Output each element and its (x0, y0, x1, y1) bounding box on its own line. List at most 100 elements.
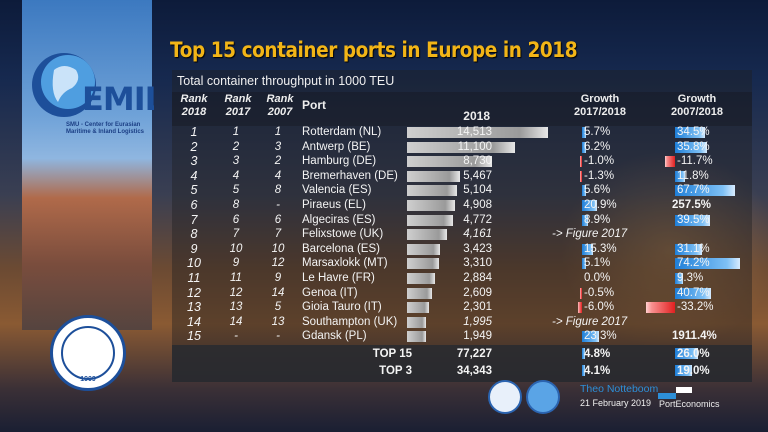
smu-year: 1909 (80, 376, 96, 383)
page-title: Top 15 container ports in Europe in 2018 (170, 38, 578, 62)
throughput-bar (407, 302, 430, 314)
rank-2017: 5 (232, 184, 240, 197)
rank-2017: 7 (232, 228, 240, 241)
throughput-value: 14,513 (456, 126, 492, 138)
cemil-tagline-line2: Maritime & Inland Logistics (66, 129, 145, 135)
rank-2007: - (276, 330, 280, 343)
throughput-value: 5,467 (463, 169, 492, 182)
growth-2017-2018-bar (582, 200, 598, 211)
rank-2007: 12 (271, 257, 285, 270)
table-row: 15 - - Gdansk (PL) 1,949 23.3% 1911.4% (172, 329, 752, 344)
rank-2018: 13 (187, 300, 201, 315)
totals-label: TOP 3 (379, 365, 412, 377)
growth-2017-2018: 20.9% (584, 199, 617, 211)
table-row: 1 1 1 Rotterdam (NL) 14,513 5.7% 34.5% (172, 125, 752, 140)
totals-growth-2007-2018-bar (675, 365, 692, 376)
growth-2007-2018-bar (675, 141, 707, 153)
port-name: Antwerp (BE) (302, 140, 371, 153)
growth-2017-2018-bar (582, 185, 587, 197)
growth-2017-2018: -1.3% (584, 169, 615, 182)
port-name: Marsaxlokk (MT) (302, 257, 388, 270)
totals-value: 77,227 (456, 348, 492, 360)
growth-2007-2018: -11.7% (677, 155, 713, 168)
smu-seal-logo: 1909 (50, 315, 126, 391)
header-growth-2017-2018: Growth 2017/2018 (574, 93, 626, 118)
growth-2007-2018-bar (675, 127, 706, 138)
growth-2017-2018: 8.9% (584, 213, 611, 226)
rank-2017: 1 (232, 126, 240, 138)
port-name: Barcelona (ES) (302, 242, 380, 255)
table-row: 2 2 3 Antwerp (BE) 11,100 6.2% 35.8% (172, 140, 752, 155)
porteconomics-logo: PortEconomics (658, 385, 720, 409)
throughput-value: 3,310 (463, 257, 492, 270)
growth-2017-2018-bar (580, 170, 582, 182)
smu-small-logo (488, 380, 522, 414)
table-row: 9 10 10 Barcelona (ES) 3,423 15.3% 31.1% (172, 242, 752, 257)
throughput-value: 2,884 (463, 272, 492, 284)
throughput-value: 8,730 (463, 155, 492, 168)
growth-2017-2018-bar (582, 141, 587, 153)
rank-2018: 9 (190, 241, 198, 256)
growth-2017-2018: -0.5% (584, 286, 615, 299)
port-name: Felixstowe (UK) (302, 228, 384, 241)
rank-2018: 3 (190, 154, 198, 169)
rank-2018: 8 (190, 227, 198, 242)
port-name: Gioia Tauro (IT) (302, 301, 382, 314)
port-name: Piraeus (EL) (302, 199, 366, 211)
port-name: Hamburg (DE) (302, 155, 377, 168)
throughput-bar (407, 287, 433, 299)
table-row: 12 12 14 Genoa (IT) 2,609 -0.5% 40.7% (172, 286, 752, 301)
growth-2007-2018: 35.8% (677, 140, 710, 153)
throughput-value: 4,908 (463, 199, 492, 211)
totals-label: TOP 15 (372, 348, 412, 360)
rank-2007: 5 (274, 301, 282, 314)
growth-2017-2018: 5.6% (584, 184, 611, 197)
growth-2007-2018: 40.7% (677, 286, 710, 299)
totals-growth-2017-2018-bar (582, 348, 586, 359)
growth-2007-2018: 74.2% (677, 257, 710, 270)
totals-growth-2007-2018: 19.0% (677, 365, 710, 377)
throughput-value: 4,161 (463, 228, 492, 241)
throughput-bar (407, 229, 448, 241)
table-panel (172, 70, 752, 382)
growth-2017-2018-bar (580, 287, 582, 299)
throughput-bar (407, 243, 441, 255)
rank-2007: 6 (274, 213, 282, 226)
header-2018: 2018 (463, 109, 490, 123)
header-rank-2017: Rank 2017 (224, 93, 252, 118)
growth-2017-2018-bar (582, 258, 586, 270)
throughput-bar (407, 331, 426, 343)
table-row: 10 9 12 Marsaxlokk (MT) 3,310 5.1% 74.2% (172, 256, 752, 271)
rank-2007: 9 (274, 272, 282, 284)
growth-2007-2018-bar (645, 302, 675, 314)
table-row: 11 11 9 Le Havre (FR) 2,884 0.0% 9.3% (172, 271, 752, 286)
background-port-photo (560, 150, 768, 350)
rank-2007: 7 (274, 228, 282, 241)
growth-2017-2018-bar (582, 127, 587, 138)
throughput-value: 2,301 (463, 301, 492, 314)
port-name: Le Havre (FR) (302, 272, 375, 284)
growth-2007-2018-bar (675, 214, 710, 226)
rank-2018: 4 (190, 168, 198, 183)
growth-2017-2018: 23.3% (584, 330, 617, 343)
growth-2007-2018-bar (675, 258, 741, 270)
port-name: Gdansk (PL) (302, 330, 367, 343)
throughput-value: 1,949 (463, 330, 492, 343)
rank-2017: 6 (232, 213, 240, 226)
table-row: 14 14 13 Southampton (UK) 1,995 -> Figure 201… (172, 315, 752, 330)
throughput-value: 4,772 (463, 213, 492, 226)
rank-2017: 12 (229, 286, 243, 299)
throughput-bar (407, 127, 548, 138)
totals-row: TOP 3 34,343 4.1% 19.0% (172, 363, 752, 379)
growth-2017-2018: 5.1% (584, 257, 611, 270)
rank-2007: 1 (274, 126, 282, 138)
growth-2017-2018: 15.3% (584, 242, 617, 255)
throughput-bar (407, 273, 436, 284)
growth-2017-2018-bar (582, 243, 594, 255)
throughput-bar (407, 316, 427, 328)
table-row: 6 8 - Piraeus (EL) 4,908 20.9% 257.5% (172, 198, 752, 213)
growth-2007-2018: 39.5% (677, 213, 710, 226)
growth-2007-2018-bar (675, 185, 735, 197)
totals-row: TOP 15 77,227 4.8% 26.0% (172, 346, 752, 362)
header-rank-2018: Rank 2018 (180, 93, 208, 118)
